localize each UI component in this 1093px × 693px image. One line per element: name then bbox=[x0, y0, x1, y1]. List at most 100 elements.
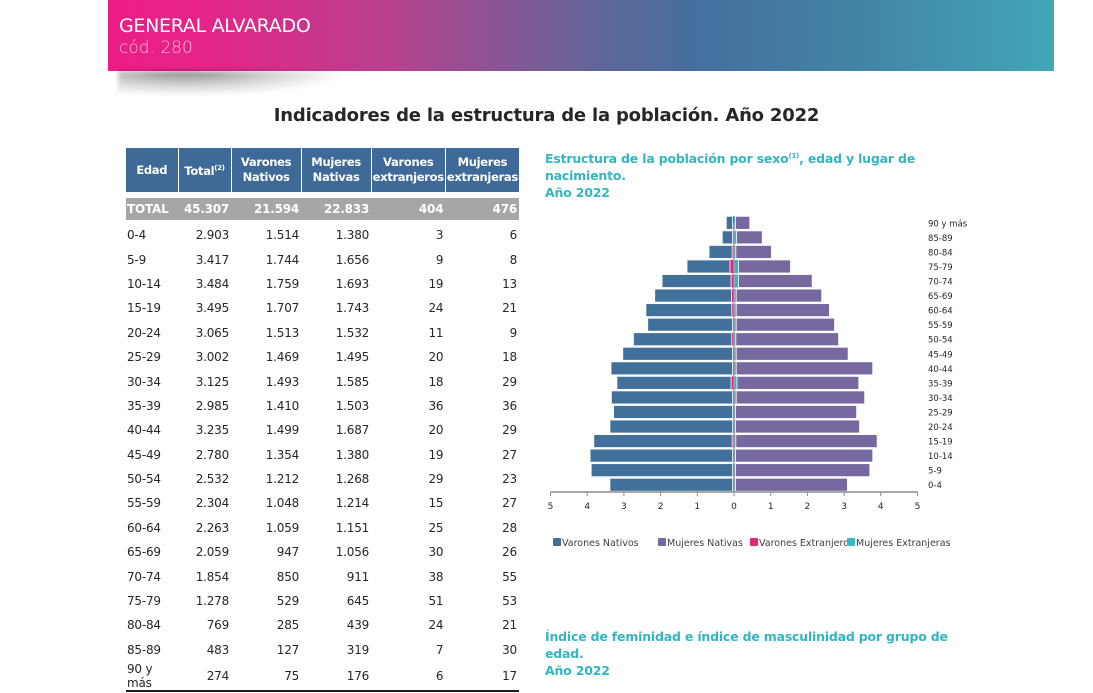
cell-edad: 5-9 bbox=[127, 252, 146, 267]
legend-label: Varones Nativos bbox=[562, 538, 639, 549]
cell-varones-nativos: 947 bbox=[276, 545, 300, 560]
bar-varones-nativos bbox=[616, 375, 732, 390]
bar-mujeres-extranjeras bbox=[734, 361, 737, 375]
bar-varones-extranjeros bbox=[731, 376, 734, 390]
pyramid-chart-title: Estructura de la población por sexo(1), … bbox=[545, 148, 985, 201]
header-mujeres-nativas: Mujeres Nativas bbox=[300, 148, 372, 192]
table-header-row: Edad Total(2) Varones Nativos Mujeres Nati… bbox=[126, 148, 519, 192]
age-group-label: 65-69 bbox=[928, 292, 953, 302]
cell-varones-nativos: 1.410 bbox=[265, 398, 300, 413]
cell-varones-extranjeros: 30 bbox=[428, 545, 444, 560]
cell-edad: 20-24 bbox=[127, 325, 161, 340]
cell-edad: 40-44 bbox=[127, 423, 161, 438]
cell-varones-extranjeros: 3 bbox=[435, 228, 444, 243]
table-row: 5-9 3.417 1.744 1.656 9 8 bbox=[126, 247, 519, 271]
bar-mujeres-nativas bbox=[735, 215, 751, 230]
cell-varones-extranjeros: 24 bbox=[428, 301, 444, 316]
bar-mujeres-extranjeras bbox=[734, 289, 737, 303]
cell-mujeres-extranjeras: 26 bbox=[502, 545, 517, 560]
cell-varones-nativos: 127 bbox=[276, 642, 300, 657]
bar-varones-nativos bbox=[647, 317, 733, 332]
cell-varones-extranjeros: 20 bbox=[428, 350, 444, 365]
municipality-code: cód. 280 bbox=[119, 38, 193, 58]
cell-mujeres-nativas: 645 bbox=[346, 594, 370, 609]
cell-varones-extranjeros: 38 bbox=[428, 569, 444, 584]
table-row: 85-89 483 127 319 7 30 bbox=[126, 638, 519, 662]
cell-mujeres-extranjeras: 29 bbox=[502, 374, 517, 389]
legend-swatch-varones-extranjeros bbox=[750, 538, 758, 546]
cell-varones-extranjeros: 29 bbox=[428, 472, 444, 487]
cell-total: 3.484 bbox=[195, 276, 230, 291]
cell-varones-nativos: 1.513 bbox=[265, 325, 300, 340]
header-label: Varones bbox=[240, 155, 292, 169]
cell-varones-nativos: 1.499 bbox=[265, 423, 300, 438]
cell-mujeres-extranjeras: 17 bbox=[445, 662, 519, 693]
page-title: Indicadores de la estructura de la pobla… bbox=[273, 105, 820, 126]
bar-varones-extranjeros bbox=[731, 332, 734, 346]
bar-mujeres-nativas bbox=[736, 375, 860, 390]
bar-varones-nativos bbox=[633, 332, 733, 347]
cell-mujeres-extranjeras: 29 bbox=[502, 423, 517, 438]
cell-mujeres-extranjeras: 36 bbox=[502, 398, 517, 413]
age-group-label: 50-54 bbox=[928, 336, 953, 346]
chart-title-year: Año 2022 bbox=[545, 185, 610, 200]
age-group-label: 35-39 bbox=[928, 379, 953, 389]
legend-label: Mujeres Nativas bbox=[667, 538, 743, 549]
cell-varones-nativos: 1.493 bbox=[265, 374, 300, 389]
age-group-label: 75-79 bbox=[928, 263, 953, 273]
cell-varones-nativos: 21.594 bbox=[231, 198, 302, 220]
legend-swatch-mujeres-nativas bbox=[658, 538, 666, 546]
cell-varones-nativos: 1.059 bbox=[265, 520, 300, 535]
cell-varones-nativos: 1.759 bbox=[265, 276, 300, 291]
cell-edad: 75-79 bbox=[127, 594, 161, 609]
bar-mujeres-nativas bbox=[735, 303, 830, 318]
table-row: 55-59 2.304 1.048 1.214 15 27 bbox=[126, 491, 519, 515]
bar-varones-extranjeros bbox=[732, 405, 734, 419]
table-row: 80-84 769 285 439 24 21 bbox=[126, 613, 519, 637]
cell-varones-extranjeros: 51 bbox=[428, 594, 444, 609]
age-group-label: 0-4 bbox=[928, 481, 942, 491]
bar-varones-extranjeros bbox=[732, 390, 734, 404]
cell-mujeres-nativas: 1.585 bbox=[335, 374, 370, 389]
cell-varones-extranjeros: 7 bbox=[435, 642, 444, 657]
bar-varones-extranjeros bbox=[732, 434, 734, 448]
footnote-marker: (1) bbox=[788, 152, 800, 160]
cell-mujeres-nativas: 1.495 bbox=[335, 350, 370, 365]
age-group-label: 10-14 bbox=[928, 452, 953, 462]
cell-mujeres-extranjeras: 476 bbox=[445, 198, 519, 220]
cell-edad: 65-69 bbox=[127, 545, 161, 560]
bar-mujeres-nativas bbox=[735, 317, 835, 332]
cell-varones-nativos: 1.707 bbox=[265, 301, 300, 316]
age-group-label: 30-34 bbox=[928, 394, 953, 404]
table-row: 65-69 2.059 947 1.056 30 26 bbox=[126, 540, 519, 564]
table-row: 35-39 2.985 1.410 1.503 36 36 bbox=[126, 394, 519, 418]
banner-shadow bbox=[118, 71, 338, 95]
x-tick-label: 3 bbox=[841, 502, 847, 512]
bar-varones-nativos bbox=[725, 215, 733, 230]
cell-total: 1.278 bbox=[195, 594, 230, 609]
cell-total: 2.985 bbox=[195, 398, 230, 413]
header-label: Nativos bbox=[242, 170, 290, 184]
cell-total: 2.263 bbox=[195, 520, 230, 535]
cell-varones-nativos: 285 bbox=[276, 618, 300, 633]
bar-varones-nativos bbox=[686, 259, 731, 274]
cell-varones-nativos: 75 bbox=[231, 662, 302, 693]
bar-mujeres-extranjeras bbox=[734, 318, 737, 332]
table-row: 75-79 1.278 529 645 51 53 bbox=[126, 589, 519, 613]
cell-total: 2.304 bbox=[195, 496, 230, 511]
bar-varones-extranjeros bbox=[732, 347, 734, 361]
table-row: 25-29 3.002 1.469 1.495 20 18 bbox=[126, 345, 519, 369]
bar-mujeres-nativas bbox=[735, 419, 860, 434]
table-row: 45-49 2.780 1.354 1.380 19 27 bbox=[126, 443, 519, 467]
cell-varones-extranjeros: 24 bbox=[428, 618, 444, 633]
cell-total: 3.002 bbox=[195, 350, 230, 365]
bar-mujeres-extranjeras bbox=[734, 405, 736, 419]
bar-varones-extranjeros bbox=[732, 420, 734, 434]
x-tick-label: 1 bbox=[694, 502, 700, 512]
bar-varones-nativos bbox=[654, 288, 732, 303]
cell-edad: 90 y más bbox=[126, 662, 179, 693]
bar-mujeres-extranjeras bbox=[734, 332, 736, 346]
cell-mujeres-extranjeras: 6 bbox=[509, 228, 518, 243]
bar-mujeres-extranjeras bbox=[734, 216, 736, 230]
age-group-label: 85-89 bbox=[928, 234, 953, 244]
